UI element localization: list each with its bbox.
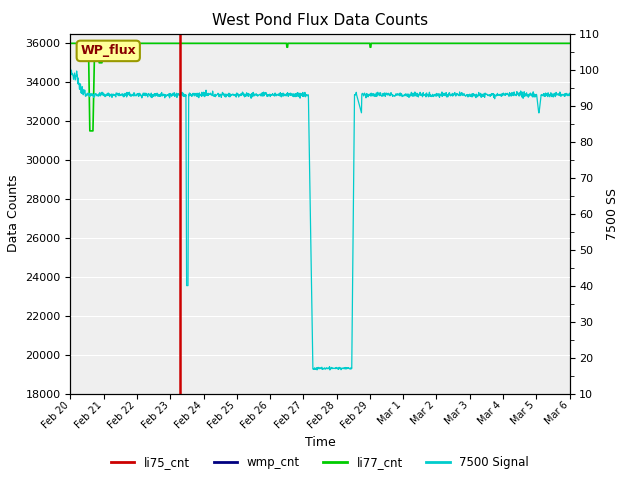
Bar [70,277,570,316]
X-axis label: Time: Time [305,436,335,449]
Bar [70,4,570,43]
Text: WP_flux: WP_flux [81,44,136,58]
Bar [70,238,570,277]
Legend: li75_cnt, wmp_cnt, li77_cnt, 7500 Signal: li75_cnt, wmp_cnt, li77_cnt, 7500 Signal [106,452,534,474]
Title: West Pond Flux Data Counts: West Pond Flux Data Counts [212,13,428,28]
Y-axis label: Data Counts: Data Counts [7,175,20,252]
Bar [70,199,570,238]
Bar [70,82,570,121]
Bar [70,355,570,394]
Y-axis label: 7500 SS: 7500 SS [606,188,619,240]
Bar [70,121,570,160]
Bar [70,160,570,199]
Bar [70,316,570,355]
Bar [70,43,570,82]
